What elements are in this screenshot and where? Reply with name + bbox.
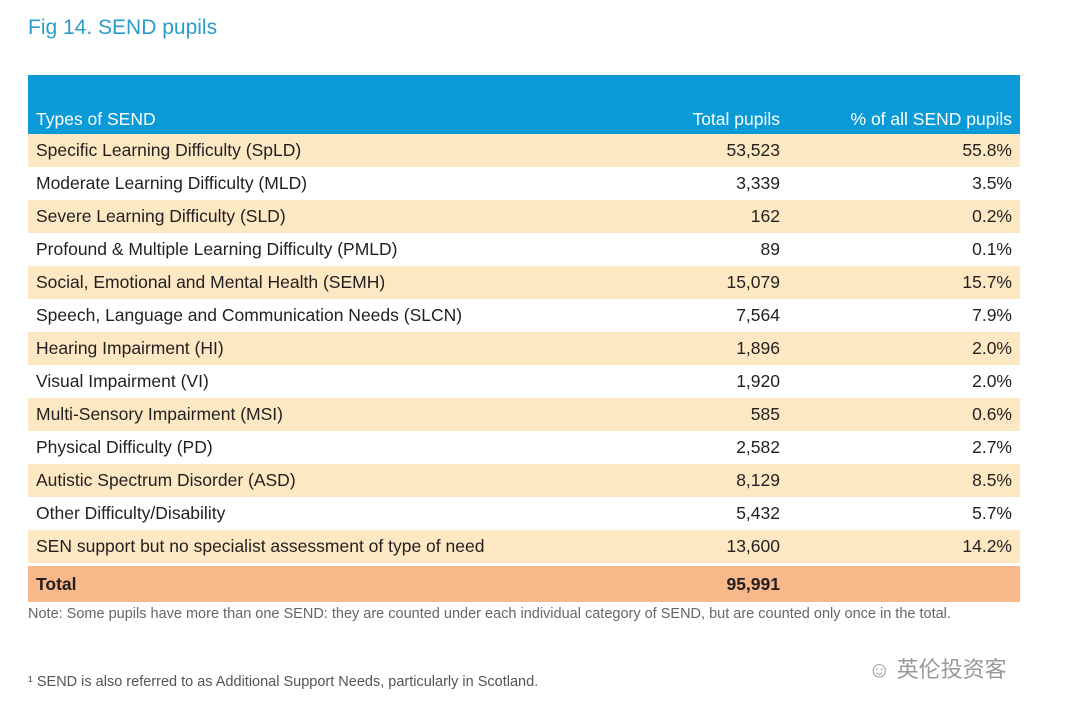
cell-type: Autistic Spectrum Disorder (ASD) (28, 464, 592, 497)
cell-type: Speech, Language and Communication Needs… (36, 305, 463, 325)
cell-type: Multi-Sensory Impairment (MSI) (28, 398, 592, 431)
cell-percent: 55.8% (788, 134, 1020, 167)
cell-total: 162 (592, 200, 788, 233)
table-row: Multi-Sensory Impairment (MSI) 585 0.6% (28, 398, 1020, 431)
cell-total: 53,523 (592, 134, 788, 167)
total-label: Total (28, 563, 592, 602)
table-note: Note: Some pupils have more than one SEN… (28, 606, 951, 622)
table-row: Severe Learning Difficulty (SLD) 162 0.2% (28, 200, 1020, 233)
cell-percent: 3.5% (972, 173, 1012, 193)
send-table: Types of SEND Total pupils % of all SEND… (28, 75, 1020, 602)
wechat-icon: ☺ (868, 657, 897, 682)
cell-percent: 8.5% (788, 464, 1020, 497)
total-row: Total 95,991 (28, 563, 1020, 602)
cell-total: 89 (760, 239, 780, 259)
cell-percent: 2.0% (972, 371, 1012, 391)
cell-total: 1,920 (736, 371, 780, 391)
header-percent: % of all SEND pupils (788, 75, 1020, 134)
cell-type: Visual Impairment (VI) (36, 371, 209, 391)
table-row: Moderate Learning Difficulty (MLD) 3,339 3… (28, 167, 1020, 200)
cell-total: 5,432 (736, 503, 780, 523)
watermark: ☺ 英伦投资客 (868, 652, 1007, 684)
header-total: Total pupils (592, 75, 788, 134)
cell-type: Severe Learning Difficulty (SLD) (28, 200, 592, 233)
table-row: SEN support but no specialist assessment… (28, 530, 1020, 565)
cell-percent: 2.0% (788, 332, 1020, 365)
table-row: Other Difficulty/Disability 5,432 5.7% (28, 497, 1020, 530)
cell-type: Hearing Impairment (HI) (28, 332, 592, 365)
cell-type: Social, Emotional and Mental Health (SEM… (28, 266, 592, 299)
cell-total: 7,564 (736, 305, 780, 325)
cell-percent: 0.1% (972, 239, 1012, 259)
cell-total: 3,339 (736, 173, 780, 193)
figure-title: Fig 14. SEND pupils (28, 16, 218, 39)
cell-type: Specific Learning Difficulty (SpLD) (28, 134, 592, 167)
cell-percent: 5.7% (972, 503, 1012, 523)
total-percent-empty (788, 563, 1020, 602)
table-row: Specific Learning Difficulty (SpLD) 53,52… (28, 134, 1020, 167)
cell-type: Other Difficulty/Disability (36, 503, 226, 523)
cell-type: Physical Difficulty (PD) (36, 437, 213, 457)
cell-total: 1,896 (592, 332, 788, 365)
table-row: Autistic Spectrum Disorder (ASD) 8,129 8.5… (28, 464, 1020, 497)
cell-total: 13,600 (592, 530, 788, 565)
table-row: Physical Difficulty (PD) 2,582 2.7% (28, 431, 1020, 464)
cell-total: 8,129 (592, 464, 788, 497)
footnote: ¹ SEND is also referred to as Additional… (28, 674, 539, 690)
cell-percent: 7.9% (972, 305, 1012, 325)
cell-percent: 0.6% (788, 398, 1020, 431)
table-row: Visual Impairment (VI) 1,920 2.0% (28, 365, 1020, 398)
cell-percent: 2.7% (972, 437, 1012, 457)
watermark-text: 英伦投资客 (896, 657, 1007, 682)
header-type: Types of SEND (28, 75, 592, 134)
cell-type: SEN support but no specialist assessment… (28, 530, 592, 565)
table-row: Speech, Language and Communication Needs… (28, 299, 1020, 332)
table-header: Types of SEND Total pupils % of all SEND… (28, 75, 1020, 134)
cell-total: 2,582 (736, 437, 780, 457)
cell-type: Moderate Learning Difficulty (MLD) (36, 173, 308, 193)
table-row: Social, Emotional and Mental Health (SEM… (28, 266, 1020, 299)
cell-percent: 0.2% (788, 200, 1020, 233)
cell-total: 15,079 (592, 266, 788, 299)
cell-total: 585 (592, 398, 788, 431)
cell-percent: 15.7% (788, 266, 1020, 299)
table-row: Profound & Multiple Learning Difficulty … (28, 233, 1020, 266)
total-value: 95,991 (592, 563, 788, 602)
cell-type: Profound & Multiple Learning Difficulty … (36, 239, 398, 259)
cell-percent: 14.2% (788, 530, 1020, 565)
table-row: Hearing Impairment (HI) 1,896 2.0% (28, 332, 1020, 365)
